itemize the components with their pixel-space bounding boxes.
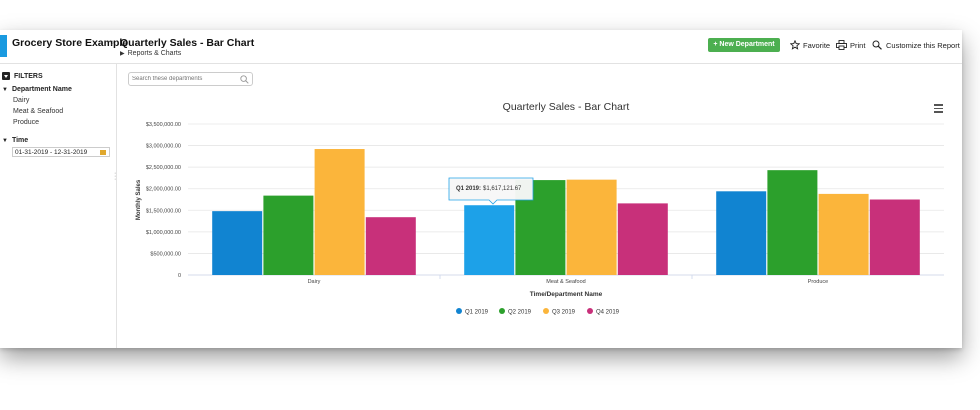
bar[interactable]: [818, 193, 869, 275]
bar[interactable]: [617, 203, 668, 275]
legend-label: Q3 2019: [552, 310, 576, 316]
y-tick-label: $1,500,000.00: [146, 208, 181, 214]
print-label: Print: [850, 40, 866, 50]
caret-down-icon: ▼: [2, 138, 8, 144]
app-title[interactable]: Grocery Store Example: [12, 37, 129, 49]
search-icon[interactable]: [240, 75, 249, 84]
search-gear-icon: [872, 40, 882, 50]
legend-label: Q2 2019: [508, 310, 532, 316]
breadcrumb[interactable]: ▶ Reports & Charts: [120, 50, 181, 57]
favorite-label: Favorite: [803, 40, 831, 50]
bar[interactable]: [314, 149, 365, 275]
x-tick-label: Produce: [808, 279, 829, 285]
department-item-meat-seafood[interactable]: Meat & Seafood: [13, 108, 64, 115]
new-department-button[interactable]: + New Department: [708, 38, 780, 52]
chevron-right-icon: ›: [111, 37, 115, 48]
page-title: Quarterly Sales - Bar Chart: [120, 37, 255, 49]
legend-label: Q4 2019: [596, 310, 620, 316]
time-group-label: Time: [11, 137, 29, 144]
customize-report-button[interactable]: Customize this Report: [872, 40, 960, 50]
bar[interactable]: [869, 199, 920, 276]
star-icon: [790, 40, 800, 50]
accent-bar: [0, 35, 7, 57]
legend-marker[interactable]: [543, 308, 549, 314]
bar[interactable]: [716, 191, 767, 275]
legend-label: Q1 2019: [465, 310, 489, 316]
bar[interactable]: [464, 205, 515, 275]
caret-down-icon: ▼: [2, 87, 8, 93]
filters-toggle[interactable]: FILTERS: [2, 72, 43, 80]
printer-icon: [836, 40, 847, 50]
favorite-button[interactable]: Favorite: [790, 40, 830, 50]
date-range-value: 01-31-2019 - 12-31-2019: [15, 149, 88, 156]
print-button[interactable]: Print: [836, 40, 865, 50]
date-range-field[interactable]: 01-31-2019 - 12-31-2019: [12, 147, 110, 157]
sidebar-resize-handle[interactable]: · · ·: [114, 170, 117, 183]
y-axis-title: Monthly Sales: [136, 179, 142, 220]
customize-label: Customize this Report: [886, 40, 960, 50]
filters-label: FILTERS: [14, 72, 43, 80]
y-tick-label: $3,500,000.00: [146, 122, 181, 128]
caret-right-icon: ▶: [120, 51, 125, 57]
tooltip-value: $1,617,121.67: [483, 186, 522, 192]
y-tick-label: $3,000,000.00: [146, 144, 181, 150]
x-axis-title: Time/Department Name: [530, 291, 603, 298]
search-input[interactable]: [132, 74, 232, 84]
filter-toggle-icon: [2, 72, 10, 80]
y-tick-label: 0: [178, 273, 181, 279]
tooltip-box: [448, 177, 534, 205]
y-tick-label: $2,000,000.00: [146, 187, 181, 193]
legend-marker[interactable]: [499, 308, 505, 314]
y-tick-label: $1,000,000.00: [146, 230, 181, 236]
bar[interactable]: [263, 195, 314, 275]
legend-marker[interactable]: [587, 308, 593, 314]
bar[interactable]: [365, 217, 416, 275]
department-group-label: Department Name: [11, 86, 72, 93]
page-header: Grocery Store Example › Quarterly Sales …: [0, 30, 962, 64]
y-tick-label: $500,000.00: [150, 251, 181, 257]
time-filter-group[interactable]: ▼ Time: [2, 137, 28, 144]
bar[interactable]: [566, 179, 617, 275]
breadcrumb-label: Reports & Charts: [127, 50, 182, 57]
department-search[interactable]: [128, 72, 253, 86]
department-item-dairy[interactable]: Dairy: [13, 97, 30, 104]
chart-title: Quarterly Sales - Bar Chart: [503, 101, 630, 113]
calendar-icon[interactable]: [100, 150, 106, 155]
filters-sidebar: FILTERS ▼ Department Name Dairy Meat & Se…: [0, 64, 117, 348]
department-item-produce[interactable]: Produce: [13, 119, 40, 126]
x-tick-label: Meat & Seafood: [546, 279, 585, 285]
department-filter-group[interactable]: ▼ Department Name: [2, 86, 72, 93]
bar[interactable]: [212, 211, 263, 275]
tooltip-text: Q1 2019:: [456, 186, 481, 192]
y-tick-label: $2,500,000.00: [146, 165, 181, 171]
chart-menu-icon[interactable]: [934, 104, 943, 115]
x-tick-label: Dairy: [308, 279, 321, 285]
bar[interactable]: [767, 170, 818, 275]
legend-marker[interactable]: [456, 308, 462, 314]
